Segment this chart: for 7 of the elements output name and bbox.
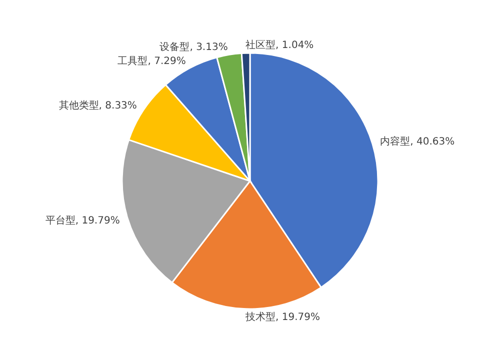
slice-label: 社区型, 1.04% [246, 39, 314, 52]
slice-label: 平台型, 19.79% [45, 214, 120, 226]
slice-label: 工具型, 7.29% [118, 55, 186, 68]
slice-label: 其他类型, 8.33% [58, 99, 137, 112]
slice-label: 设备型, 3.13% [160, 40, 228, 53]
slice-label: 技术型, 19.79% [244, 310, 320, 323]
slice-label: 内容型, 40.63% [380, 136, 455, 148]
